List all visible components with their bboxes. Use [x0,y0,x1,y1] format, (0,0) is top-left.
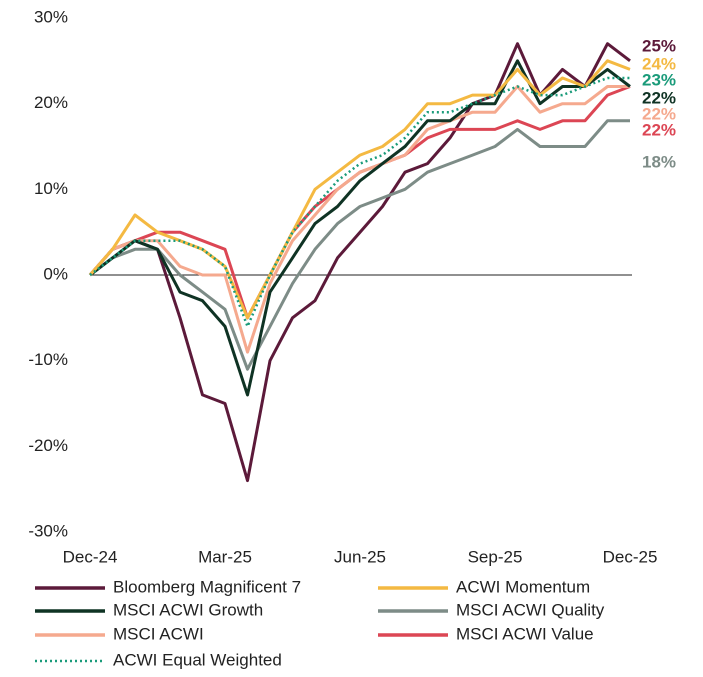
end-label: 23% [642,70,676,89]
series-line [89,119,630,371]
end-label: 22% [642,120,676,139]
y-tick-label: -20% [28,436,68,455]
series-line [88,85,631,320]
series-line [88,85,630,354]
end-label: 22% [642,88,676,107]
y-tick-label: 20% [34,93,68,112]
legend-label: ACWI Momentum [456,577,590,596]
end-label: 18% [642,152,676,171]
legend-label: MSCI ACWI Growth [113,600,263,619]
legend-label: Bloomberg Magnificent 7 [113,577,301,596]
y-tick-label: 0% [43,264,68,283]
y-tick-label: -10% [28,350,68,369]
end-label: 22% [642,104,676,123]
series-line [89,59,631,397]
legend-label: MSCI ACWI Value [456,624,594,643]
legend-label: MSCI ACWI Quality [456,600,605,619]
x-tick-label: Sep-25 [468,547,523,566]
series-line [89,76,630,328]
x-tick-label: Dec-24 [63,547,118,566]
x-tick-label: Dec-25 [603,547,658,566]
series-line [88,59,631,320]
legend-label: MSCI ACWI [113,624,204,643]
x-tick-label: Jun-25 [334,547,386,566]
y-tick-label: -30% [28,521,68,540]
end-label: 24% [642,54,676,73]
x-tick-label: Mar-25 [198,547,252,566]
end-label: 25% [642,36,676,55]
y-tick-label: 30% [34,7,68,26]
y-tick-label: 10% [34,179,68,198]
legend-label: ACWI Equal Weighted [113,650,282,669]
